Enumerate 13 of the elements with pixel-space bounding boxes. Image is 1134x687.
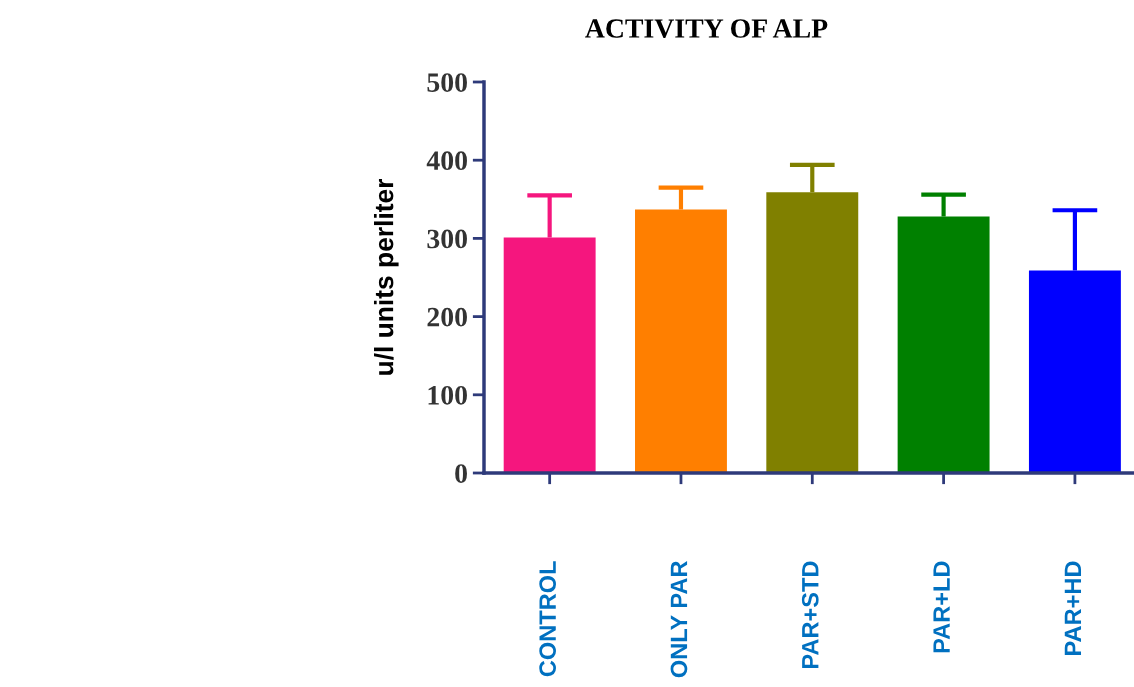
y-tick-label: 0 bbox=[455, 464, 467, 483]
y-axis-title: u/l units perliter bbox=[373, 178, 399, 375]
x-tick-label: CONTROL bbox=[539, 561, 556, 677]
x-tick-label: ONLY PAR bbox=[670, 560, 688, 678]
y-tick-label: 500 bbox=[427, 73, 467, 92]
x-tick-label: PAR+LD bbox=[933, 561, 950, 653]
y-tick-label: 200 bbox=[427, 307, 467, 327]
x-tick-label: PAR+STD bbox=[801, 561, 819, 669]
x-tick-label: PAR+HD bbox=[1064, 561, 1082, 655]
chart-title: ACTIVITY OF ALP bbox=[585, 19, 828, 39]
y-tick-label: 300 bbox=[427, 229, 467, 249]
y-tick-label: 100 bbox=[428, 385, 467, 405]
y-tick-label: 400 bbox=[426, 151, 467, 171]
